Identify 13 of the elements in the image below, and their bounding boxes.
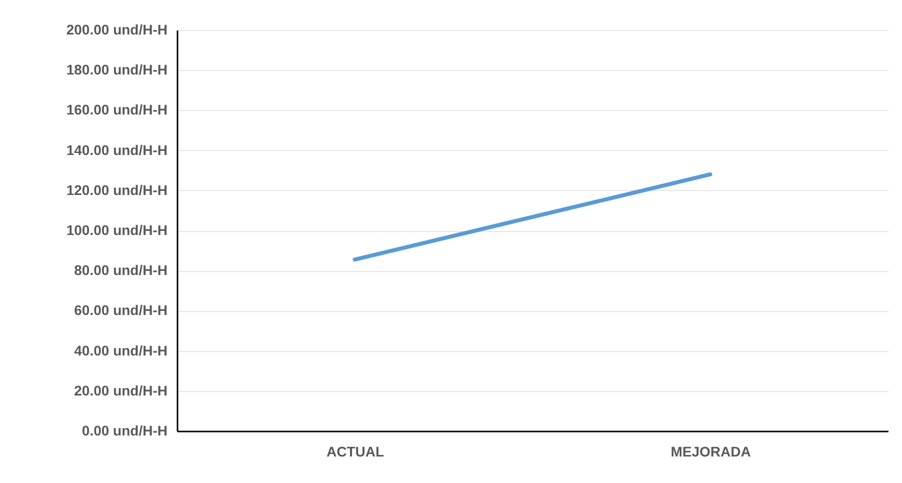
- y-tick-label: 120.00 und/H-H: [66, 182, 168, 198]
- y-tick-label: 200.00 und/H-H: [66, 22, 168, 38]
- y-tick-label: 20.00 und/H-H: [74, 382, 168, 398]
- x-tick-label: MEJORADA: [670, 444, 751, 460]
- y-tick-label: 0.00 und/H-H: [82, 422, 168, 438]
- y-tick-label: 140.00 und/H-H: [66, 142, 168, 158]
- x-tick-label: ACTUAL: [326, 444, 384, 460]
- y-tick-label: 80.00 und/H-H: [74, 262, 168, 278]
- y-tick-label: 160.00 und/H-H: [66, 102, 168, 118]
- y-tick-label: 40.00 und/H-H: [74, 342, 168, 358]
- y-tick-label: 180.00 und/H-H: [66, 62, 168, 78]
- y-tick-label: 60.00 und/H-H: [74, 302, 168, 318]
- y-tick-label: 100.00 und/H-H: [66, 222, 168, 238]
